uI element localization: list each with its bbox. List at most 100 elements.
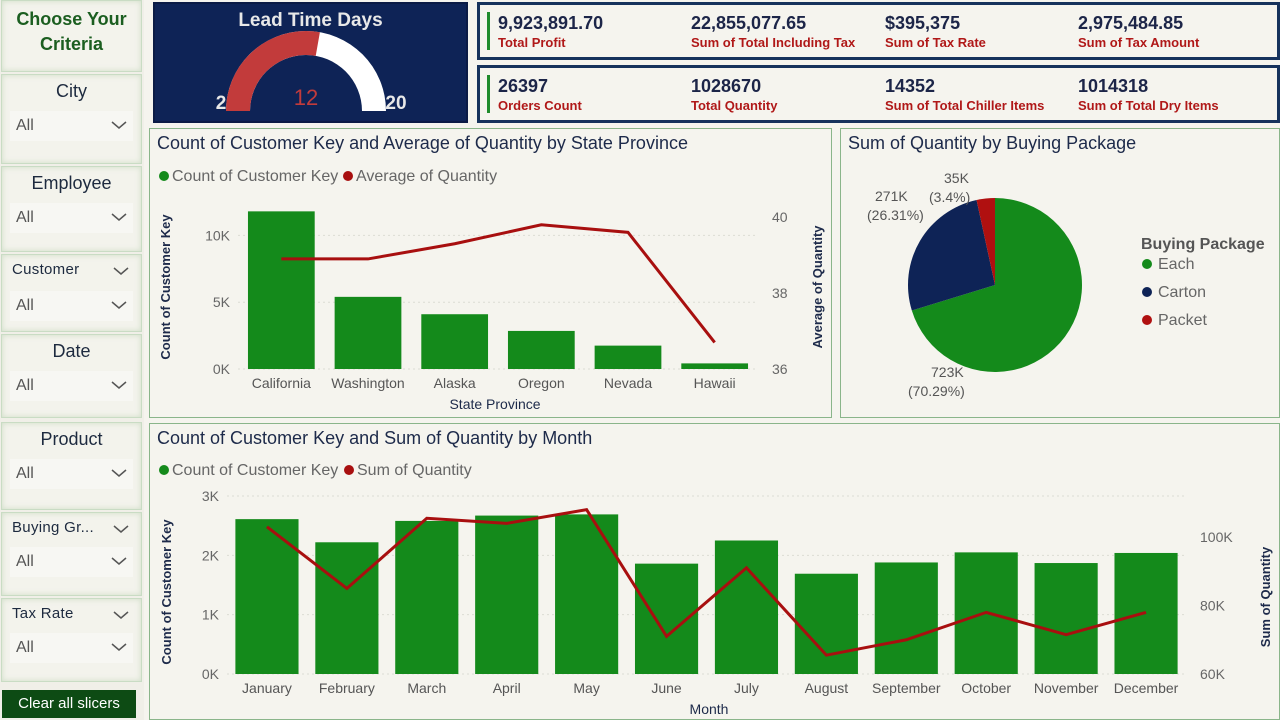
bar <box>235 519 299 674</box>
bar <box>555 514 619 674</box>
x-tick-label: January <box>242 680 292 696</box>
kpi-accent-bar <box>487 12 490 50</box>
dropdown-value: All <box>16 639 34 656</box>
slicer-label: Date <box>52 341 91 361</box>
x-tick-label: Nevada <box>604 375 652 391</box>
x-tick-label: November <box>1034 680 1099 696</box>
kpi-value: 2,975,484.85 <box>1078 13 1184 33</box>
y2-tick-label: 40 <box>772 209 788 225</box>
x-tick-label: August <box>805 680 849 696</box>
y-tick-label: 2K <box>202 547 220 563</box>
gauge-chart: 12 2 20 <box>216 31 407 114</box>
state-province-chart: Count of Customer Key Average of Quantit… <box>158 168 825 412</box>
bar <box>315 542 379 674</box>
kpi-label: Sum of Total Dry Items <box>1078 98 1219 113</box>
x-tick-label: October <box>961 680 1011 696</box>
slicer-label: Customer <box>12 261 80 278</box>
kpi-value: 22,855,077.65 <box>691 13 807 33</box>
slicer-employee[interactable]: Employee All <box>1 166 142 252</box>
slicer-date[interactable]: Date All <box>1 334 142 418</box>
employee-dropdown[interactable]: All <box>10 203 133 233</box>
city-dropdown[interactable]: All <box>10 111 133 141</box>
legend-marker-line <box>344 465 354 475</box>
legend-marker-bar <box>159 171 169 181</box>
legend-marker-line <box>343 171 353 181</box>
line-series <box>266 508 1147 657</box>
y2-tick-label: 38 <box>772 285 788 301</box>
y2-axis-title: Average of Quantity <box>810 225 825 349</box>
chevron-down-icon[interactable] <box>113 523 129 535</box>
y-tick-label: 0K <box>213 361 231 377</box>
kpi-value: 26397 <box>498 76 549 96</box>
chevron-down-icon <box>111 213 127 221</box>
dropdown-value: All <box>16 297 34 314</box>
y2-tick-label: 100K <box>1200 529 1233 545</box>
buying-package-chart-panel: Sum of Quantity by Buying Package Buying… <box>840 128 1280 418</box>
kpi-value: 1014318 <box>1078 76 1149 96</box>
customer-dropdown[interactable]: All <box>10 291 133 321</box>
pie-legend-title: Buying Package <box>1141 236 1265 253</box>
legend-label: Sum of Quantity <box>357 462 472 479</box>
bar <box>794 573 858 674</box>
dropdown-value: All <box>16 209 34 226</box>
x-tick-label: March <box>407 680 446 696</box>
gauge-value: 12 <box>294 85 318 110</box>
slicer-label: Buying Gr... <box>12 519 94 536</box>
y-tick-label: 5K <box>213 294 231 310</box>
buying-package-pie-chart: Buying Package 723K (70.29%) 271K (26.31%) 3… <box>867 170 1265 399</box>
kpi-label: Sum of Tax Rate <box>885 35 986 50</box>
y2-tick-label: 36 <box>772 361 788 377</box>
bar <box>681 363 749 369</box>
pie-legend-label: Carton <box>1158 284 1206 301</box>
product-dropdown[interactable]: All <box>10 459 133 489</box>
slicer-customer[interactable]: Customer All <box>1 254 142 332</box>
gauge-fill <box>226 31 320 111</box>
kpi-value: 9,923,891.70 <box>498 13 604 33</box>
slicer-label: City <box>56 81 87 101</box>
slicer-tax-rate[interactable]: Tax Rate All <box>1 598 142 682</box>
legend-marker-bar <box>159 465 169 475</box>
kpi-tax-amount: 2,975,484.85 Sum of Tax Amount <box>1078 13 1199 50</box>
bar <box>714 540 779 674</box>
chevron-down-icon[interactable] <box>113 265 129 277</box>
chevron-down-icon <box>111 301 127 309</box>
gauge-max: 20 <box>385 93 406 114</box>
gauge-min: 2 <box>216 93 227 114</box>
bar <box>594 345 662 369</box>
kpi-total-incl-tax: 22,855,077.65 Sum of Total Including Tax <box>691 13 855 50</box>
month-chart: Count of Customer Key Sum of Quantity Co… <box>159 462 1273 717</box>
slicer-city[interactable]: City All <box>1 74 142 164</box>
pie-legend-marker <box>1142 287 1152 297</box>
y2-tick-label: 80K <box>1200 598 1226 614</box>
x-tick-label: Oregon <box>518 375 565 391</box>
kpi-value: 14352 <box>885 76 936 96</box>
x-tick-label: Alaska <box>434 375 476 391</box>
buying-group-dropdown[interactable]: All <box>10 547 133 577</box>
slicer-label: Tax Rate <box>12 605 74 622</box>
month-chart-panel: Count of Customer Key and Sum of Quantit… <box>149 423 1280 720</box>
kpi-orders-count: 26397 Orders Count <box>498 76 582 113</box>
date-dropdown[interactable]: All <box>10 371 133 401</box>
x-tick-label: Hawaii <box>694 375 736 391</box>
kpi-accent-bar <box>487 75 490 113</box>
y-axis-title: Count of Customer Key <box>159 519 174 665</box>
y2-axis-title: Sum of Quantity <box>1258 546 1273 647</box>
lead-time-gauge-card: Lead Time Days 12 2 20 <box>153 2 468 123</box>
kpi-card-row-2: 26397 Orders Count 1028670 Total Quantity … <box>477 65 1280 123</box>
slicer-product[interactable]: Product All <box>1 422 142 510</box>
slicer-buying-group[interactable]: Buying Gr... All <box>1 512 142 596</box>
pie-data-label: (70.29%) <box>908 383 965 399</box>
clear-slicers-button[interactable]: Clear all slicers <box>2 690 136 718</box>
y-tick-label: 3K <box>202 488 220 504</box>
chevron-down-icon <box>111 381 127 389</box>
y2-tick-label: 60K <box>1200 666 1226 682</box>
pie-data-label: 723K <box>931 364 964 380</box>
pie-data-label: 271K <box>875 188 908 204</box>
chevron-down-icon[interactable] <box>113 609 129 621</box>
tax-rate-dropdown[interactable]: All <box>10 633 133 663</box>
kpi-label: Orders Count <box>498 98 582 113</box>
y-tick-label: 10K <box>205 227 231 243</box>
gauge-title: Lead Time Days <box>238 10 383 31</box>
dropdown-value: All <box>16 377 34 394</box>
x-tick-label: May <box>573 680 599 696</box>
